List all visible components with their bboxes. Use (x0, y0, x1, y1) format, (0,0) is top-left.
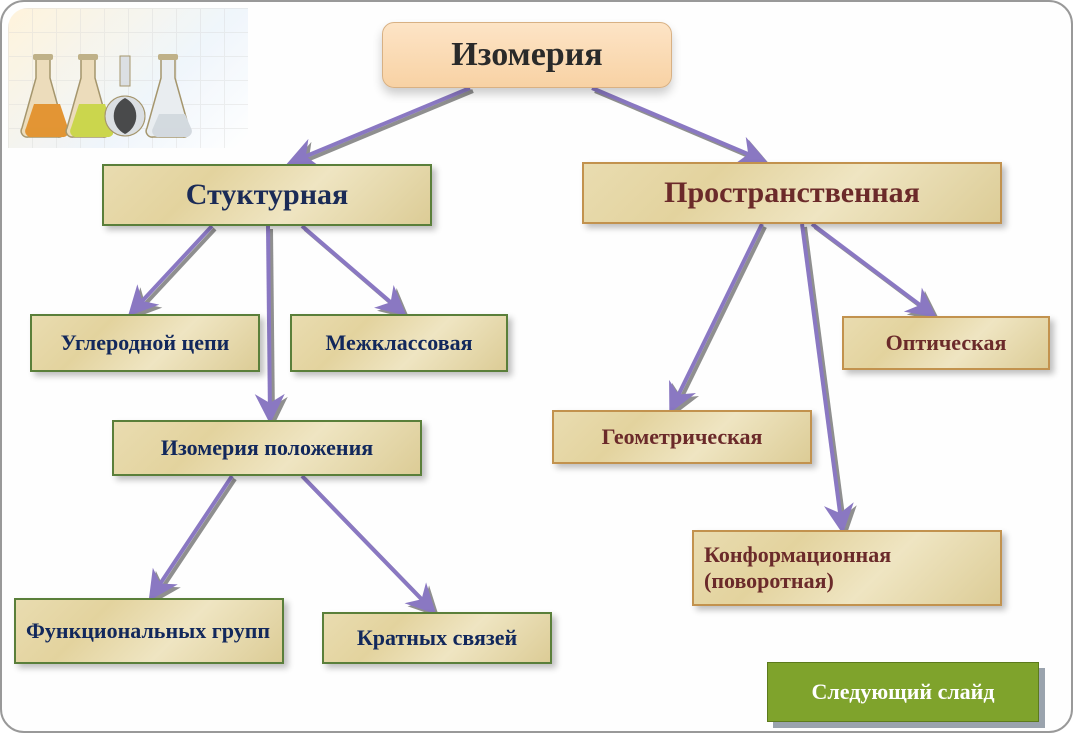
slide-frame: Изомерия Стуктурная Пространственная Угл… (0, 0, 1073, 733)
node-geometric: Геометрическая (552, 410, 812, 464)
node-multiple-bonds: Кратных связей (322, 612, 552, 664)
root-label: Изомерия (451, 36, 602, 74)
node-label: Межклассовая (326, 330, 473, 356)
node-label: Функциональных групп (26, 618, 270, 644)
node-carbon-chain: Углеродной цепи (30, 314, 260, 372)
flask-icon (143, 54, 193, 144)
node-label: Углеродной цепи (61, 330, 230, 356)
node-optical: Оптическая (842, 316, 1050, 370)
node-label: Изомерия положения (161, 435, 373, 461)
node-conformational: Конформационная (поворотная) (692, 530, 1002, 606)
next-slide-button[interactable]: Следующий слайд (767, 662, 1039, 722)
root-node-isomerism: Изомерия (382, 22, 672, 88)
node-label: Конформационная (поворотная) (704, 542, 990, 594)
node-spatial: Пространственная (582, 162, 1002, 224)
node-interclass: Межклассовая (290, 314, 508, 372)
chemistry-corner-decor (8, 8, 248, 148)
node-label: Стуктурная (186, 178, 348, 212)
node-label: Кратных связей (357, 625, 517, 651)
next-slide-label: Следующий слайд (812, 679, 995, 704)
node-label: Геометрическая (602, 424, 763, 450)
node-structural: Стуктурная (102, 164, 432, 226)
flask-icon (103, 54, 147, 144)
node-position-isomerism: Изомерия положения (112, 420, 422, 476)
flask-icon (18, 54, 68, 144)
node-functional-groups: Функциональных групп (14, 598, 284, 664)
node-label: Пространственная (664, 176, 920, 210)
node-label: Оптическая (886, 330, 1007, 356)
